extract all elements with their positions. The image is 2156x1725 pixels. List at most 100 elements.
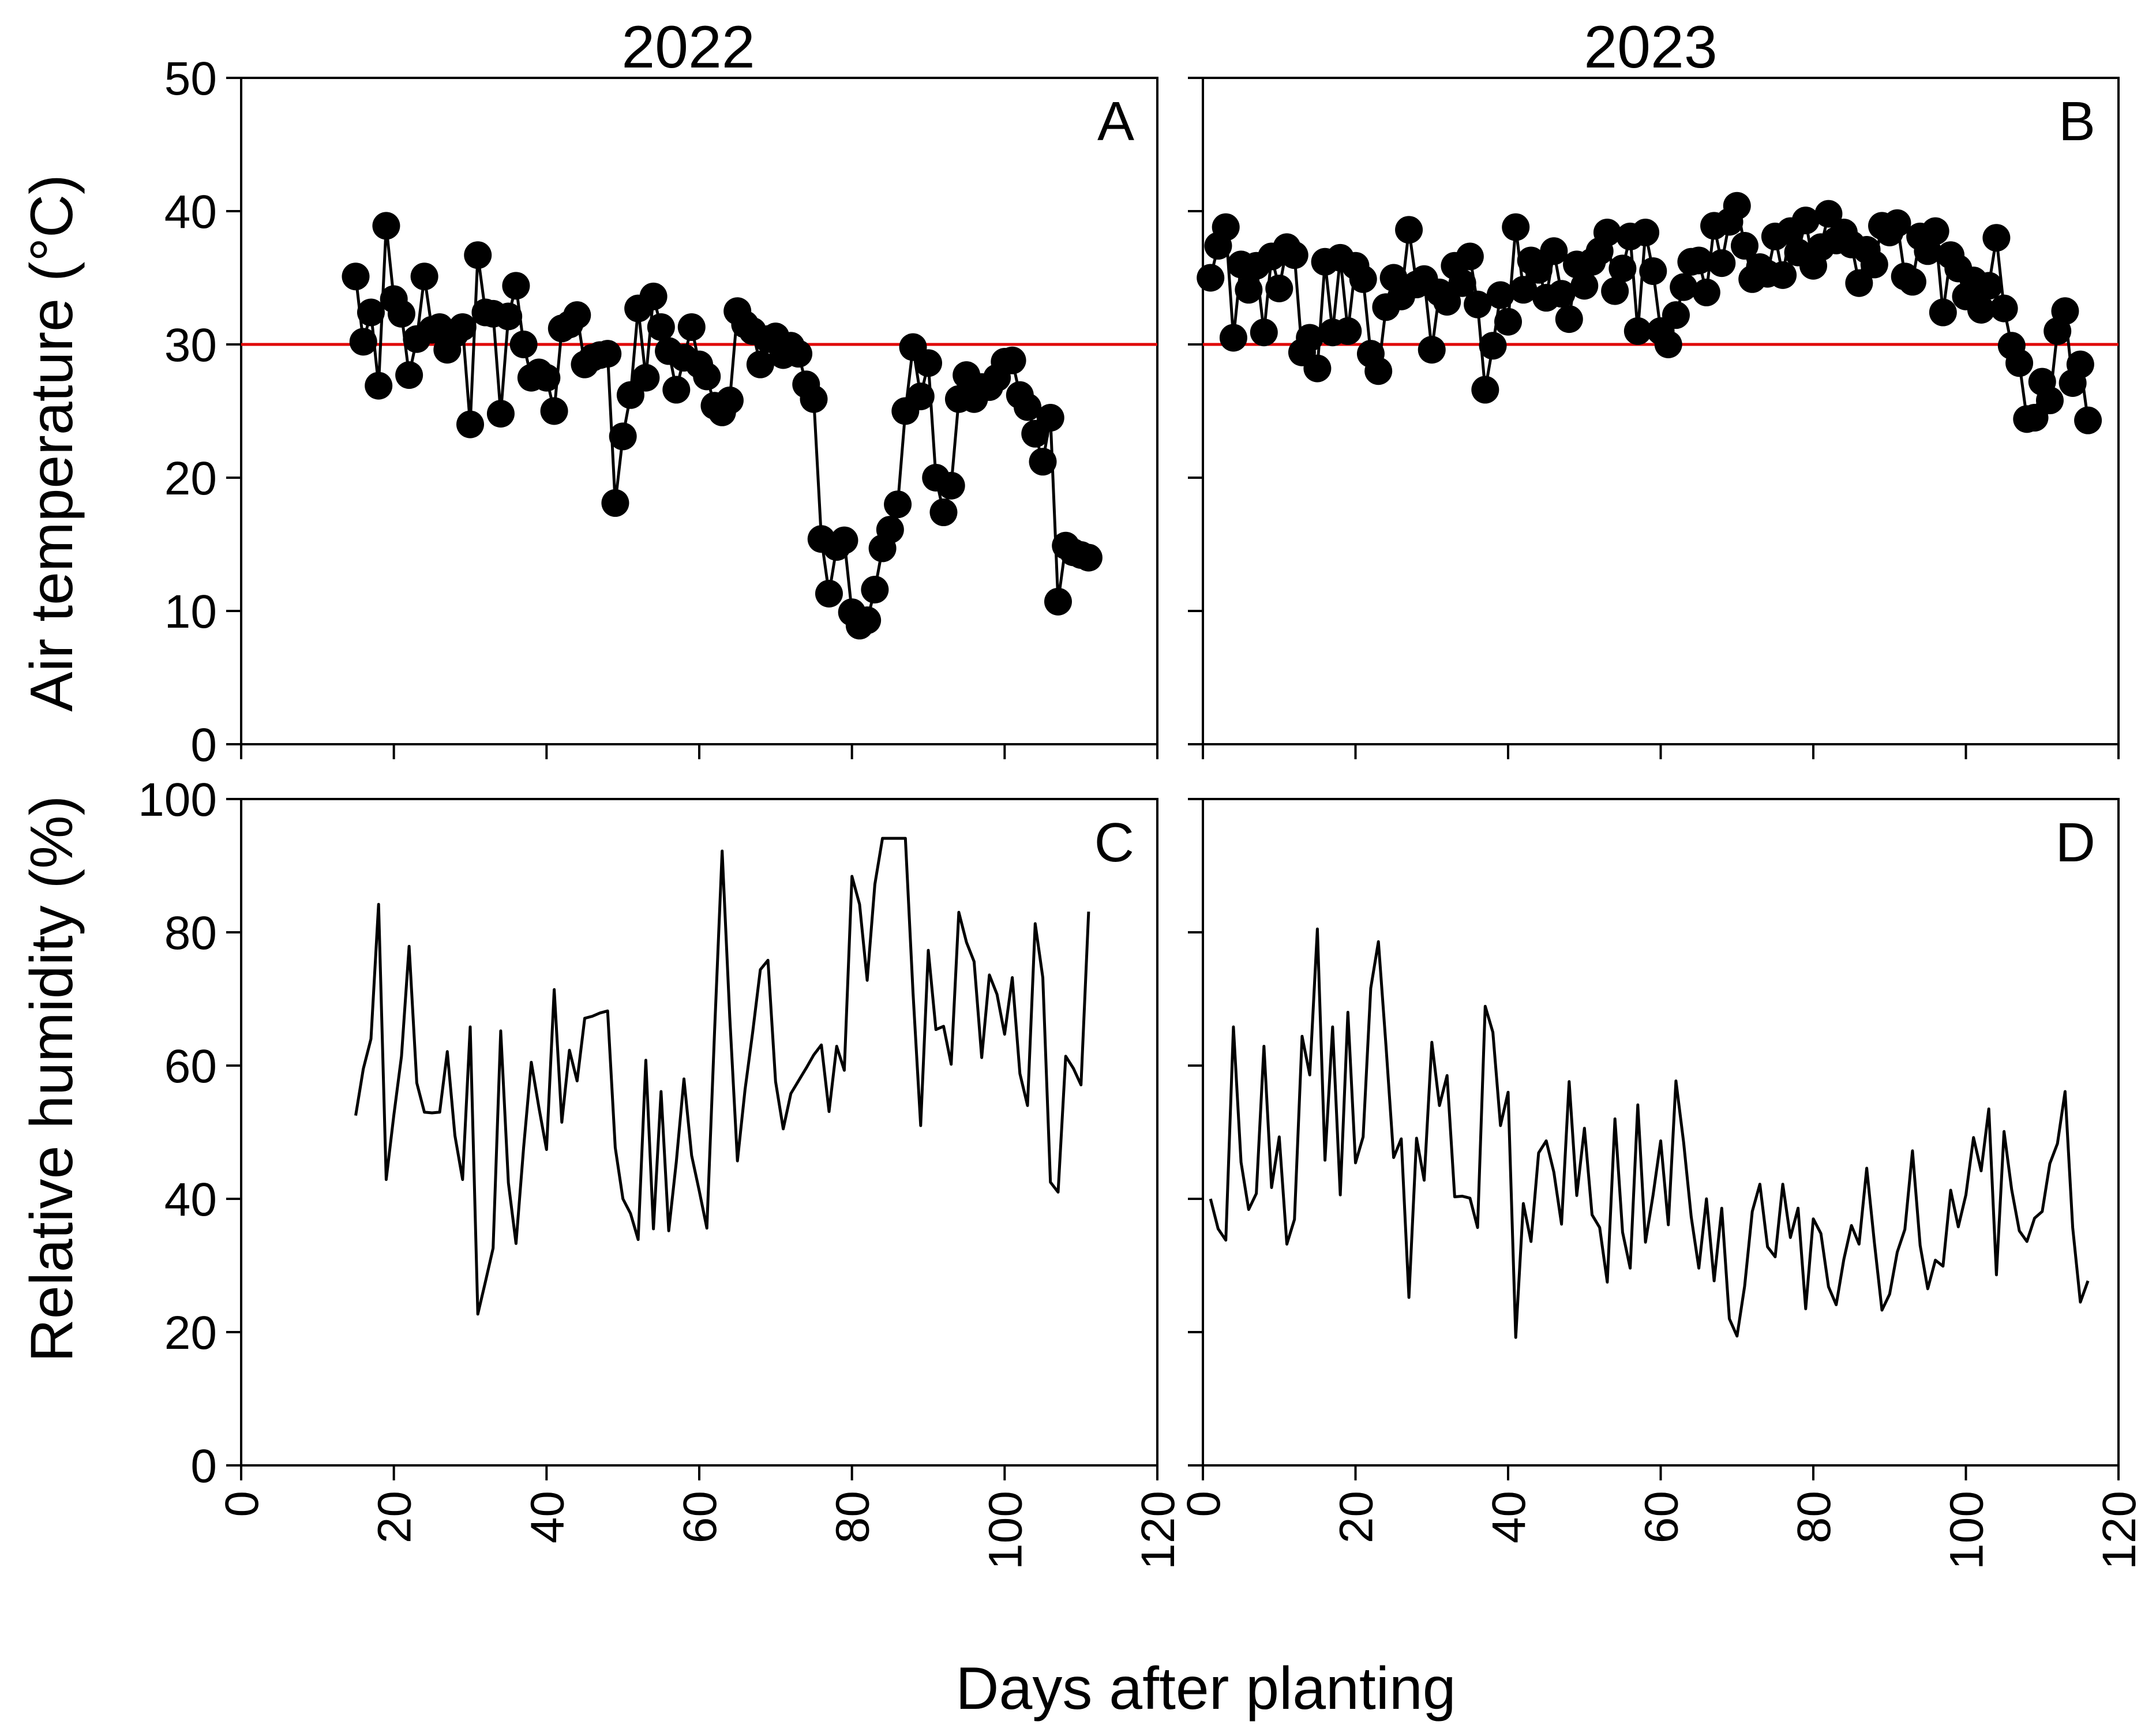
data-point <box>1014 393 1042 421</box>
x-tick-label: 80 <box>827 1491 879 1543</box>
data-point <box>853 606 882 635</box>
data-point <box>715 387 744 415</box>
data-point <box>785 340 813 368</box>
data-point <box>1036 404 1064 432</box>
data-point <box>1479 332 1507 360</box>
data-point <box>1509 276 1538 304</box>
data-point <box>1898 268 1926 296</box>
col-title-2022: 2022 <box>621 14 755 81</box>
data-point <box>387 299 415 328</box>
data-point <box>746 350 774 378</box>
series-line <box>1209 927 2090 1339</box>
data-point <box>906 382 935 411</box>
data-point <box>1670 273 1698 301</box>
data-point <box>410 262 438 291</box>
data-point <box>1280 241 1308 269</box>
data-point <box>1623 317 1652 345</box>
y-tick-label: 20 <box>164 1307 217 1359</box>
data-point <box>2066 350 2094 378</box>
data-point <box>1524 256 1553 284</box>
panel-label: D <box>2056 812 2095 873</box>
data-point <box>486 400 515 428</box>
data-point <box>1044 587 1072 616</box>
data-point <box>1967 295 1995 324</box>
data-point <box>1982 224 2011 252</box>
data-point <box>632 363 660 392</box>
data-point <box>1547 280 1576 308</box>
data-point <box>349 328 377 356</box>
ylabel-air-temperature: Air temperature (°C) <box>18 174 85 712</box>
data-point <box>1662 301 1690 329</box>
data-point <box>1364 357 1393 385</box>
data-point <box>502 272 530 300</box>
data-point <box>563 301 591 329</box>
data-point <box>448 313 477 341</box>
y-tick-label: 80 <box>164 907 217 959</box>
data-point <box>494 302 523 331</box>
data-point <box>1197 264 1225 292</box>
data-point <box>1608 254 1637 283</box>
data-point <box>1975 272 2003 300</box>
data-point <box>1601 277 1629 305</box>
data-point <box>1593 218 1621 246</box>
panel-label: C <box>1094 812 1134 873</box>
data-point <box>1990 294 2018 322</box>
data-point <box>609 422 637 451</box>
data-point <box>2005 349 2034 377</box>
y-tick-label: 40 <box>164 186 217 238</box>
data-point <box>1349 265 1377 293</box>
y-tick-label: 40 <box>164 1173 217 1226</box>
data-point <box>1219 324 1247 352</box>
y-tick-label: 60 <box>164 1040 217 1093</box>
x-tick-label: 0 <box>1178 1491 1230 1517</box>
series-line <box>354 837 1090 1316</box>
data-point <box>1632 218 1660 246</box>
data-point <box>1814 200 1843 228</box>
data-point <box>342 262 370 291</box>
data-point <box>372 212 400 240</box>
x-tick-label: 40 <box>521 1491 573 1543</box>
data-point <box>1471 376 1499 404</box>
data-point <box>1235 276 1263 304</box>
data-point <box>1334 317 1362 345</box>
data-point <box>1723 192 1751 220</box>
data-point <box>1685 246 1713 275</box>
data-point <box>693 362 721 391</box>
data-point <box>395 361 423 389</box>
data-point <box>1730 232 1758 260</box>
data-point <box>2035 387 2064 415</box>
data-point <box>998 346 1026 374</box>
data-point <box>594 340 622 368</box>
x-tick-label: 100 <box>1941 1491 1993 1570</box>
panel-b: B <box>1188 77 2120 759</box>
y-tick-label: 50 <box>164 52 217 105</box>
data-point <box>1464 290 1492 318</box>
data-point <box>365 372 393 400</box>
data-point <box>464 241 492 269</box>
data-point <box>1029 448 1057 476</box>
data-point <box>1448 269 1476 297</box>
data-point <box>677 313 706 341</box>
data-point <box>1654 331 1682 358</box>
data-point <box>1303 354 1332 382</box>
plot-frame-b <box>1202 77 2120 745</box>
panel-label: B <box>2058 91 2095 152</box>
data-point <box>533 363 561 392</box>
x-tick-label: 20 <box>1330 1491 1383 1543</box>
data-point <box>1494 308 1522 336</box>
y-tick-label: 30 <box>164 319 217 372</box>
data-point <box>914 349 942 377</box>
panel-a: 0 10 20 30 40 50 A <box>164 52 1158 771</box>
data-point <box>1692 278 1720 306</box>
col-title-2023: 2023 <box>1584 14 1717 81</box>
x-tick-label: 80 <box>1788 1491 1840 1543</box>
data-point <box>601 489 629 517</box>
x-tick-label: 120 <box>1132 1491 1184 1570</box>
data-point <box>876 516 904 544</box>
data-point <box>1555 305 1583 333</box>
data-point <box>1074 543 1103 572</box>
x-tick-label: 0 <box>216 1491 268 1517</box>
data-point <box>1639 257 1667 285</box>
data-point <box>884 490 912 519</box>
data-point <box>1296 324 1324 352</box>
